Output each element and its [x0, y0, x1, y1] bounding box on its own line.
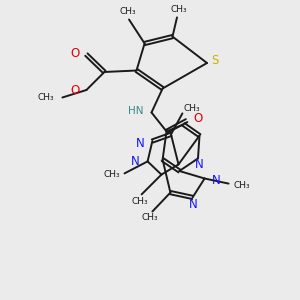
Text: CH₃: CH₃	[132, 196, 148, 206]
Text: CH₃: CH₃	[233, 181, 250, 190]
Text: N: N	[212, 173, 221, 187]
Text: CH₃: CH₃	[142, 213, 158, 222]
Text: CH₃: CH₃	[119, 7, 136, 16]
Text: O: O	[70, 83, 80, 97]
Text: O: O	[193, 112, 203, 125]
Text: O: O	[70, 46, 80, 60]
Text: S: S	[212, 53, 219, 67]
Text: CH₃: CH₃	[38, 93, 54, 102]
Text: N: N	[131, 155, 140, 168]
Text: CH₃: CH₃	[184, 103, 200, 112]
Text: CH₃: CH₃	[103, 170, 120, 179]
Text: CH₃: CH₃	[170, 4, 187, 14]
Text: N: N	[189, 197, 198, 211]
Text: N: N	[136, 137, 145, 150]
Text: HN: HN	[128, 106, 143, 116]
Text: N: N	[195, 158, 204, 172]
